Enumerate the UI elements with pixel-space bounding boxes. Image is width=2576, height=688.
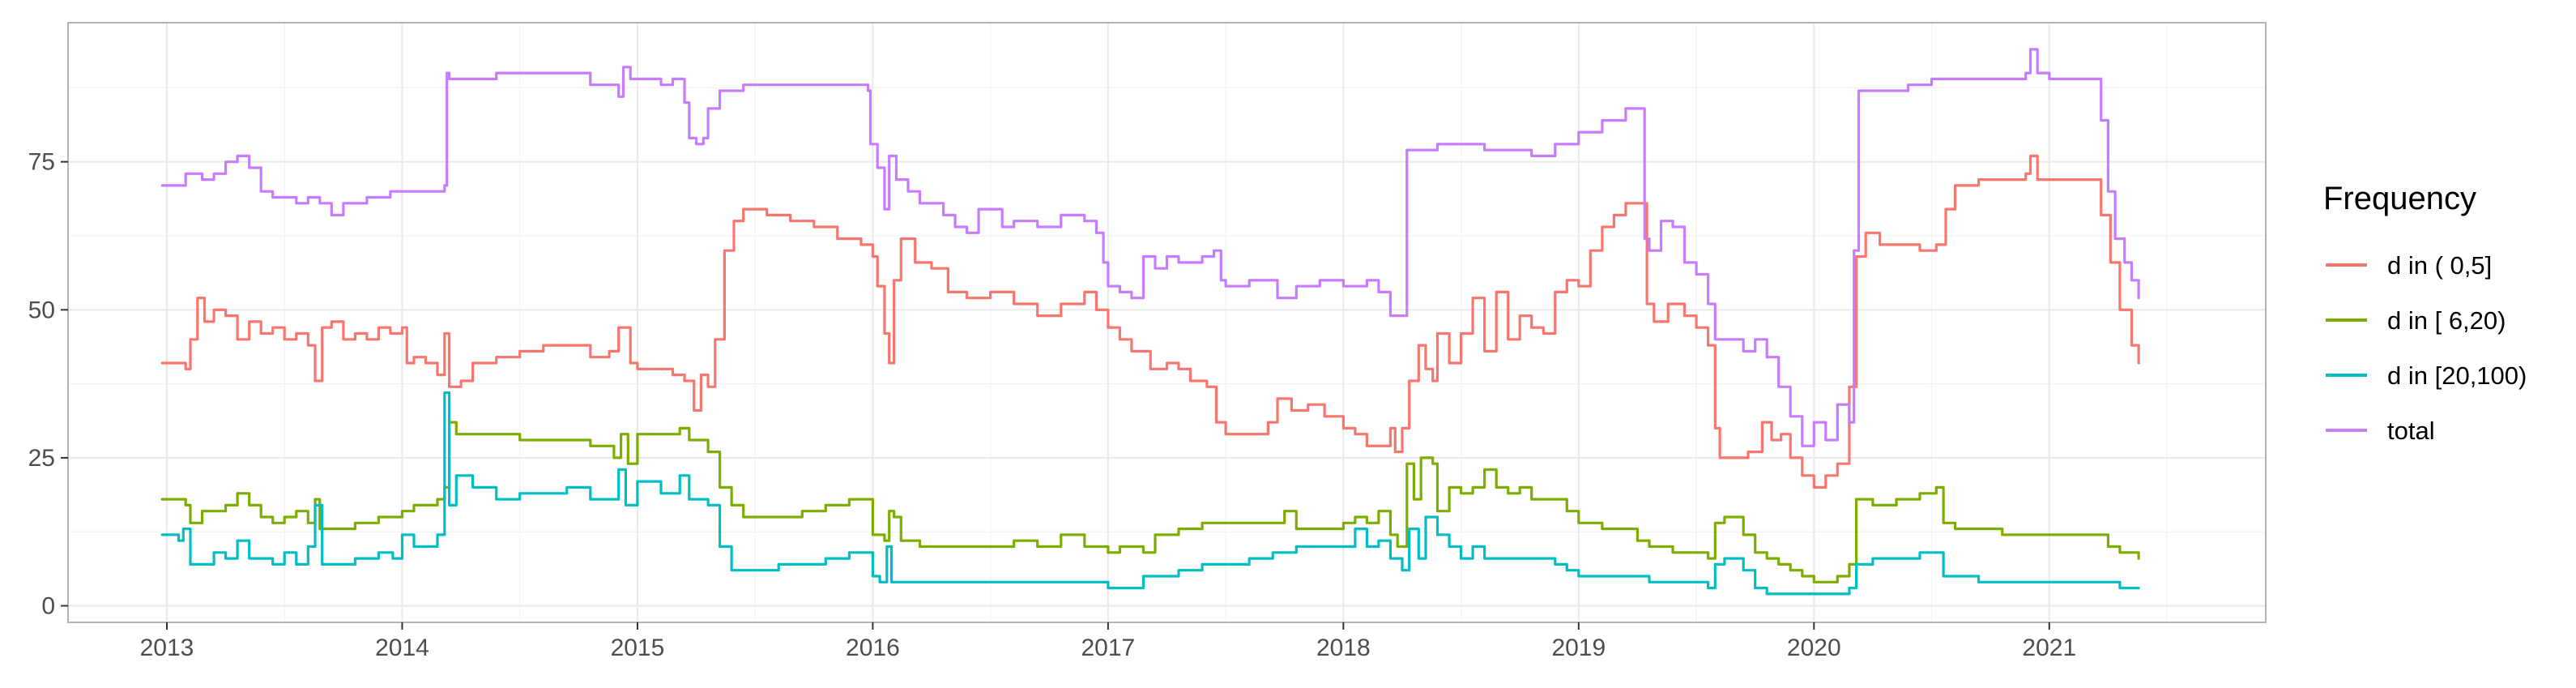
series-line-d-in-20-100 (160, 391, 2140, 596)
y-axis-tick-labels: 0 25 50 75 (28, 149, 55, 620)
series-line-d-in-6-20 (160, 421, 2140, 583)
series-line-total (160, 48, 2140, 447)
minor-gridlines (68, 23, 2266, 622)
legend-label-d-in-6-20: d in [ 6,20) (2387, 306, 2506, 335)
y-tick-label: 0 (41, 593, 55, 620)
series-line-d-in-0-5 (160, 154, 2140, 489)
axis-ticks (61, 160, 2050, 630)
plot-panel-border (67, 22, 2267, 623)
x-tick-label: 2015 (611, 635, 665, 661)
x-tick-label: 2014 (375, 635, 429, 661)
legend-label-d-in-0-5: d in ( 0,5] (2387, 251, 2492, 280)
legend: Frequency d in ( 0,5] d in [ 6,20) d in [2… (2323, 181, 2527, 445)
y-tick-label: 25 (28, 445, 55, 472)
x-axis-tick-labels: 2013 2014 2015 2016 2017 2018 2019 2020 2021 (140, 635, 2077, 661)
x-tick-label: 2020 (1787, 635, 1841, 661)
x-tick-label: 2021 (2022, 635, 2076, 661)
x-tick-label: 2019 (1551, 635, 1606, 661)
series-lines (160, 48, 2140, 596)
y-tick-label: 50 (28, 297, 55, 323)
legend-label-d-in-20-100: d in [20,100) (2387, 361, 2527, 390)
legend-title: Frequency (2323, 181, 2476, 216)
legend-label-total: total (2387, 417, 2435, 445)
x-tick-label: 2013 (140, 635, 194, 661)
x-tick-label: 2018 (1316, 635, 1371, 661)
legend-items: d in ( 0,5] d in [ 6,20) d in [20,100) tota… (2326, 251, 2527, 445)
x-tick-label: 2016 (846, 635, 900, 661)
x-tick-label: 2017 (1081, 635, 1136, 661)
y-tick-label: 75 (28, 149, 55, 176)
